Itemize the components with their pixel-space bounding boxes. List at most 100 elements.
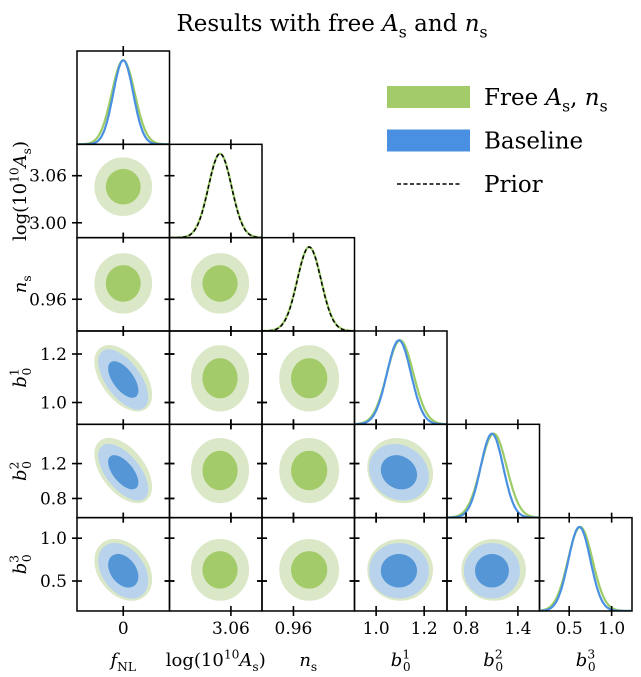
panel-logAs-b1 (190, 345, 250, 412)
legend-swatch (387, 129, 470, 152)
label-segment: 1 (7, 368, 21, 376)
label-segment: b (391, 650, 403, 671)
label-segment: 0 (403, 660, 411, 674)
panel-frame (353, 330, 448, 426)
panel-fNL-b2 (94, 437, 153, 504)
label-segment: 10 (224, 647, 240, 661)
label-segment: b (10, 469, 31, 481)
density-curve (77, 59, 170, 145)
y-axis-label-b3: b30 (7, 554, 34, 574)
panel-b2-b3 (461, 538, 526, 601)
y-axis-label-ns: ns (10, 275, 34, 293)
contour-68 (202, 450, 238, 491)
contour-68 (291, 450, 328, 491)
label-segment: 3 (587, 647, 595, 661)
x-tick-label: 1.2 (411, 619, 438, 639)
panel-frame (538, 516, 633, 612)
density-curve (447, 432, 540, 518)
y-tick-label: 3.00 (29, 214, 67, 234)
panel-b3 (539, 525, 632, 611)
density-curve (447, 432, 540, 518)
contour-68 (291, 551, 328, 589)
density-curve (354, 339, 447, 425)
contour-68 (380, 455, 418, 490)
panel-ns (262, 245, 355, 331)
legend-swatch (387, 86, 470, 108)
label-segment: 2 (7, 462, 21, 470)
panel-logAs-ns (190, 253, 250, 314)
label-segment: 2 (495, 647, 503, 661)
x-tick-label: 0.8 (452, 619, 479, 639)
x-tick-label: 0.96 (275, 619, 313, 639)
contour-68 (380, 553, 418, 588)
label-segment: ) (259, 650, 266, 671)
label-segment: 0 (588, 660, 596, 674)
label-segment: , (570, 85, 585, 111)
label-segment: s (20, 148, 34, 154)
density-curve (169, 152, 262, 238)
y-tick-label: 1.0 (40, 394, 67, 414)
label-segment: s (20, 275, 34, 281)
contour-68 (202, 358, 238, 399)
panel-logAs-b3 (190, 538, 250, 601)
label-segment: s (399, 22, 407, 41)
label-segment: 0 (20, 368, 34, 376)
label-segment: s (480, 22, 488, 41)
density-curve (262, 246, 355, 331)
label-segment: log(10 (10, 183, 31, 241)
x-axis-label-ns: ns (299, 650, 317, 674)
contour-68 (291, 358, 328, 399)
x-tick-label: 1.4 (504, 619, 531, 639)
label-segment: b (576, 650, 588, 671)
label-segment: 1 (402, 647, 410, 661)
contour-68 (202, 551, 238, 589)
density-curve (539, 525, 632, 611)
label-segment: 10 (7, 167, 21, 183)
label-segment: 0 (20, 554, 34, 562)
density-curve (354, 339, 447, 425)
y-tick-label: 1.2 (40, 455, 67, 475)
label-segment: ) (10, 141, 31, 148)
label-segment: b (10, 376, 31, 388)
panel-b1 (354, 339, 447, 425)
label-segment: NL (117, 660, 136, 674)
density-curve (77, 59, 170, 145)
panel-fNL-b1 (94, 345, 153, 412)
label-segment: Results with free (176, 11, 382, 37)
panel-frame (76, 50, 171, 146)
label-segment: 3 (7, 555, 21, 563)
label-segment: n (10, 282, 31, 294)
label-segment: n (299, 650, 311, 671)
label-segment: s (252, 660, 258, 674)
panel-logAs-b2 (190, 437, 250, 504)
panel-fNL-logAs (94, 157, 153, 217)
label-segment: n (585, 85, 600, 111)
x-axis-label-fNL: fNL (108, 650, 136, 674)
y-tick-label: 1.2 (40, 345, 67, 365)
panel-fNL-ns (94, 253, 153, 314)
label-segment: A (544, 85, 563, 111)
y-tick-label: 0.5 (40, 572, 67, 592)
density-curve (262, 245, 355, 331)
x-axis-label-b3: b3 0 (576, 647, 596, 674)
panel-b1-b3 (367, 538, 434, 601)
label-segment: s (600, 96, 608, 115)
panel-b2 (447, 432, 540, 518)
contour-68 (108, 553, 139, 588)
panel-logAs (169, 152, 262, 238)
density-curve (169, 152, 262, 238)
y-tick-label: 0.8 (40, 489, 67, 509)
panel-ns-b2 (279, 437, 340, 504)
x-tick-label: 0.5 (556, 619, 583, 639)
label-segment: 0 (495, 660, 503, 674)
x-tick-label: 1.0 (363, 619, 390, 639)
contour-68 (108, 455, 139, 490)
label-segment: Baseline (484, 129, 583, 155)
x-axis-label-logAs: log(1010As) (166, 647, 266, 674)
panel-ns-b1 (279, 345, 340, 412)
contour-68 (474, 553, 509, 588)
contour-68 (105, 168, 141, 205)
contour-68 (108, 361, 139, 398)
label-segment: s (311, 660, 317, 674)
